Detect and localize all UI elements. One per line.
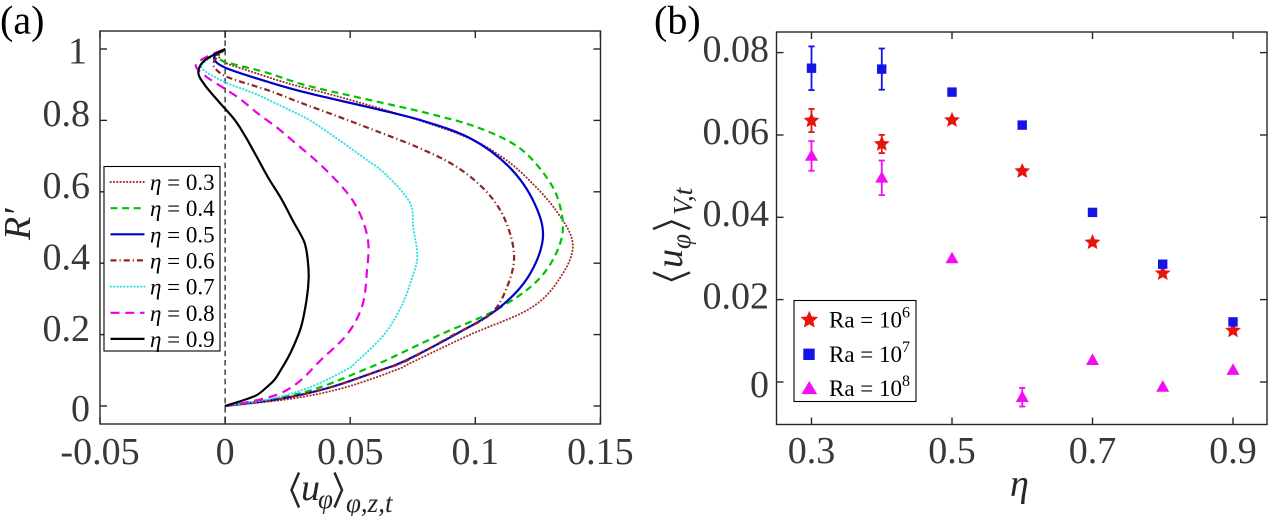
svg-text:0.04: 0.04 xyxy=(703,193,770,235)
svg-text:φ: φ xyxy=(318,484,333,514)
svg-text:u: u xyxy=(649,249,691,268)
svg-text:0.05: 0.05 xyxy=(317,431,384,473)
svg-text:1: 1 xyxy=(68,30,87,72)
svg-text:0: 0 xyxy=(750,364,769,406)
svg-text:u: u xyxy=(301,467,320,509)
svg-text:0.2: 0.2 xyxy=(43,308,91,350)
svg-text:-0.05: -0.05 xyxy=(60,431,139,473)
svg-text:φ,z,t: φ,z,t xyxy=(346,488,394,516)
svg-text:0.9: 0.9 xyxy=(1209,430,1257,472)
svg-text:(b): (b) xyxy=(654,0,701,43)
svg-text:φ: φ xyxy=(666,234,696,249)
svg-text:0.02: 0.02 xyxy=(703,275,770,317)
svg-text:η: η xyxy=(1010,463,1029,505)
svg-text:η = 0.8: η = 0.8 xyxy=(150,301,215,326)
svg-text:η = 0.4: η = 0.4 xyxy=(150,196,215,221)
svg-text:Ra = 107: Ra = 107 xyxy=(829,339,910,367)
svg-text:0.8: 0.8 xyxy=(43,93,91,135)
svg-text:0: 0 xyxy=(71,388,90,430)
svg-text:(a): (a) xyxy=(0,0,44,43)
svg-text:0.3: 0.3 xyxy=(788,430,836,472)
svg-text:Ra = 108: Ra = 108 xyxy=(829,373,910,401)
svg-text:η = 0.6: η = 0.6 xyxy=(150,248,215,273)
svg-text:0.1: 0.1 xyxy=(452,431,500,473)
svg-text:η = 0.3: η = 0.3 xyxy=(150,170,215,195)
svg-text:η = 0.9: η = 0.9 xyxy=(150,327,215,352)
svg-text:Ra = 106: Ra = 106 xyxy=(829,305,910,333)
svg-text:0.4: 0.4 xyxy=(43,237,91,279)
svg-text:0.6: 0.6 xyxy=(43,165,91,207)
svg-text:0: 0 xyxy=(216,431,235,473)
svg-text:0.5: 0.5 xyxy=(928,430,976,472)
svg-text:0.06: 0.06 xyxy=(703,111,770,153)
svg-text:0.08: 0.08 xyxy=(703,28,770,70)
svg-text:R′: R′ xyxy=(0,208,39,241)
svg-text:η = 0.5: η = 0.5 xyxy=(150,222,215,247)
svg-text:η = 0.7: η = 0.7 xyxy=(150,275,215,300)
svg-text:0.15: 0.15 xyxy=(567,431,634,473)
svg-text:V,t: V,t xyxy=(668,186,698,215)
svg-text:0.7: 0.7 xyxy=(1069,430,1117,472)
